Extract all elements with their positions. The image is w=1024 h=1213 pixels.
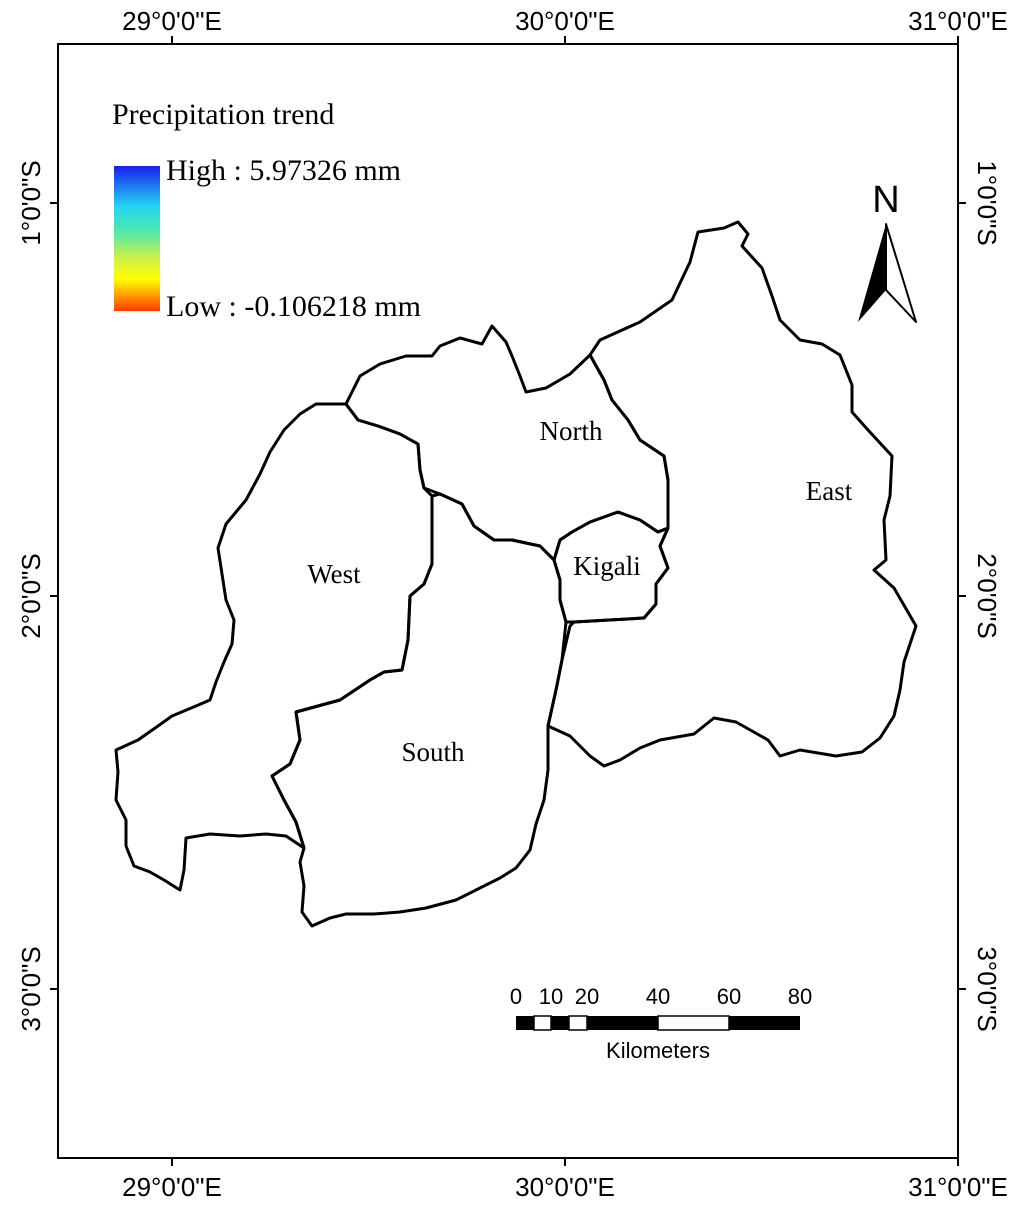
- region-kigali: [552, 510, 670, 624]
- longitude-label-top: 29°0'0"E: [122, 6, 222, 36]
- scale-segment: [568, 1015, 588, 1031]
- latitude-label-right: 1°0'0"S: [972, 160, 1002, 245]
- legend-color-ramp: [114, 166, 160, 311]
- north-arrow-label: N: [872, 179, 899, 221]
- north-arrow-right-half: [885, 223, 917, 323]
- latitude-label-right: 3°0'0"S: [972, 946, 1002, 1031]
- region-label-south: South: [401, 737, 465, 767]
- scale-unit-label: Kilometers: [606, 1038, 710, 1063]
- longitude-label-bottom: 29°0'0"E: [122, 1172, 222, 1202]
- map-frame: [57, 43, 959, 1159]
- longitude-label-bottom: 31°0'0"E: [908, 1172, 1008, 1202]
- legend-low-label: Low : -0.106218 mm: [166, 290, 421, 323]
- legend-title: Precipitation trend: [112, 98, 334, 131]
- latitude-label-left: 2°0'0"S: [16, 553, 46, 638]
- scale-tick-label: 40: [646, 984, 670, 1009]
- legend: Precipitation trend High : 5.97326 mm Lo…: [112, 98, 421, 323]
- scale-tick-label: 20: [575, 984, 599, 1009]
- scale-segment: [533, 1015, 552, 1031]
- scale-segment: [551, 1016, 569, 1030]
- longitude-label-top: 30°0'0"E: [515, 6, 615, 36]
- scale-segment: [729, 1016, 800, 1030]
- region-label-north: North: [540, 416, 603, 446]
- scale-tick-label: 80: [788, 984, 812, 1009]
- region-label-west: West: [307, 559, 361, 589]
- regions: [114, 220, 918, 928]
- scale-segment: [587, 1016, 658, 1030]
- north-arrow-left-half: [858, 224, 886, 322]
- region-label-kigali: Kigali: [573, 551, 641, 581]
- scale-segment: [657, 1015, 730, 1031]
- graticule-ticks: [50, 36, 966, 1166]
- longitude-label-bottom: 30°0'0"E: [515, 1172, 615, 1202]
- legend-high-label: High : 5.97326 mm: [166, 154, 401, 187]
- latitude-label-right: 2°0'0"S: [972, 553, 1002, 638]
- scale-bar: 0 10 20 40 60 80 Kilometers: [510, 984, 812, 1063]
- region-label-east: East: [806, 476, 853, 506]
- latitude-label-left: 3°0'0"S: [16, 946, 46, 1031]
- scale-tick-label: 0: [510, 984, 522, 1009]
- longitude-label-top: 31°0'0"E: [908, 6, 1008, 36]
- latitude-label-left: 1°0'0"S: [16, 160, 46, 245]
- scale-tick-label: 60: [717, 984, 741, 1009]
- scale-tick-label: 10: [539, 984, 563, 1009]
- scale-segment: [516, 1016, 534, 1030]
- north-arrow: N: [858, 179, 917, 323]
